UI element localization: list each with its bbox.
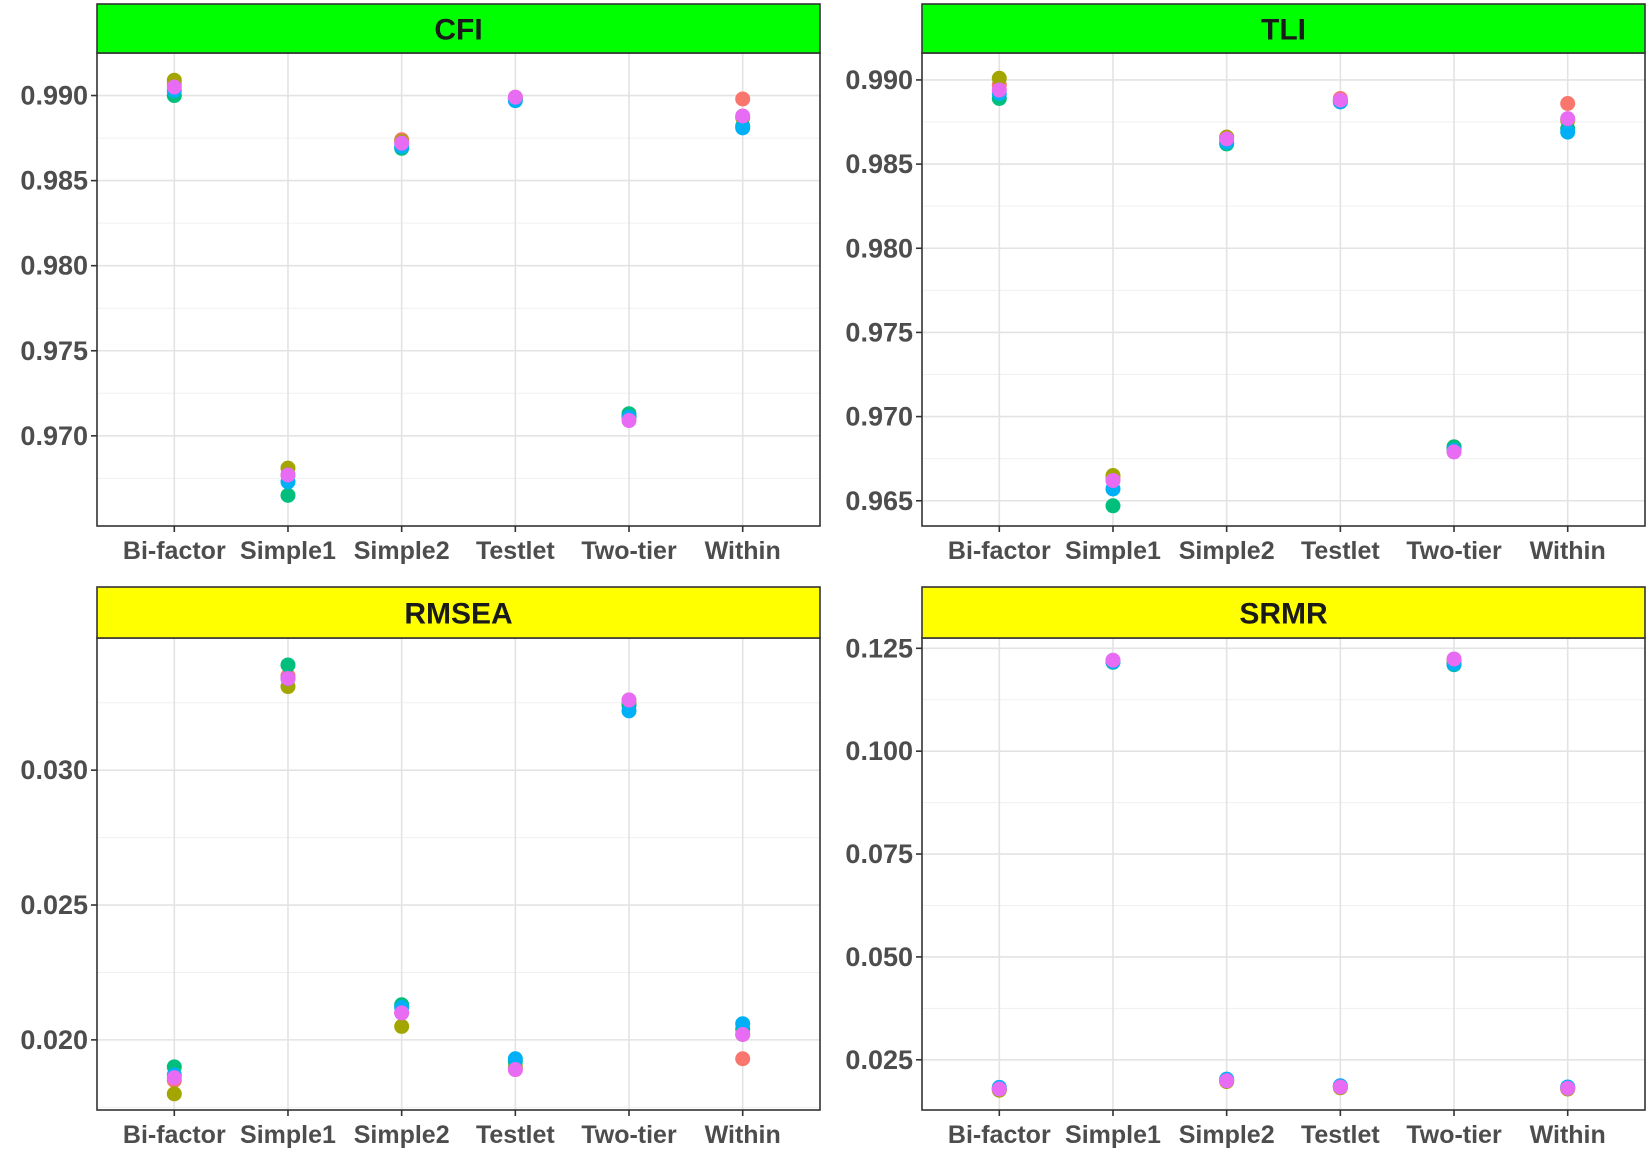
plot-area <box>97 638 820 1110</box>
x-tick-label: Bi-factor <box>123 1121 226 1149</box>
data-point <box>735 120 751 136</box>
y-tick-label: 0.970 <box>845 402 913 432</box>
x-tick-label: Simple1 <box>240 1121 336 1149</box>
data-point <box>735 108 751 124</box>
panel-srmr: SRMR 0.025 0.050 0.075 0.100 0.125 Bi-factor Si… <box>845 586 1646 1149</box>
facet-strip <box>921 3 1646 54</box>
data-point <box>1560 1080 1576 1096</box>
facet-title: RMSEA <box>404 598 512 631</box>
x-tick-label: Testlet <box>1301 537 1380 565</box>
y-tick-label: 0.980 <box>20 251 88 281</box>
y-tick-label: 0.975 <box>20 336 88 366</box>
facet-title: SRMR <box>1239 598 1328 631</box>
data-point <box>280 467 296 483</box>
x-tick-label: Bi-factor <box>948 1121 1051 1149</box>
data-point <box>166 79 182 95</box>
data-point <box>621 703 637 719</box>
facet-strip <box>921 586 1646 639</box>
data-point <box>1219 1073 1235 1089</box>
data-point <box>507 1062 523 1078</box>
data-point <box>1105 473 1121 489</box>
data-point <box>1560 111 1576 127</box>
data-point <box>991 82 1007 98</box>
facet-strip <box>96 586 821 639</box>
facet-title: TLI <box>1261 14 1306 47</box>
data-point <box>621 692 637 708</box>
y-tick-label: 0.025 <box>845 1045 913 1075</box>
panel-rmsea: RMSEA 0.020 0.025 0.030 Bi-factor Simple1 Simp… <box>20 586 821 1149</box>
y-tick-label: 0.965 <box>845 486 913 516</box>
plot-area <box>922 53 1645 526</box>
x-tick-label: Bi-factor <box>948 537 1051 565</box>
data-point <box>507 89 523 105</box>
data-point <box>1219 131 1235 147</box>
y-tick-label: 0.050 <box>845 942 913 972</box>
x-tick-label: Simple1 <box>1065 537 1161 565</box>
data-point <box>1446 444 1462 460</box>
x-tick-label: Simple1 <box>1065 1121 1161 1149</box>
x-tick-label: Testlet <box>1301 1121 1380 1149</box>
x-tick-label: Simple2 <box>1179 1121 1275 1149</box>
facet-title: CFI <box>434 14 482 47</box>
data-point <box>1332 1079 1348 1095</box>
data-point <box>735 1016 751 1032</box>
y-tick-label: 0.025 <box>20 890 88 920</box>
data-point <box>394 1018 410 1034</box>
x-tick-label: Within <box>1530 1121 1606 1149</box>
x-tick-label: Simple2 <box>354 537 450 565</box>
x-tick-label: Two-tier <box>1406 537 1502 565</box>
y-tick-label: 0.980 <box>845 233 913 263</box>
x-tick-label: Simple1 <box>240 537 336 565</box>
y-tick-label: 0.125 <box>845 633 913 663</box>
data-point <box>621 413 637 429</box>
data-point <box>1105 498 1121 514</box>
y-tick-label: 0.100 <box>845 736 913 766</box>
plot-area <box>97 53 820 526</box>
data-point <box>166 1086 182 1102</box>
y-tick-label: 0.985 <box>845 149 913 179</box>
x-tick-label: Testlet <box>476 537 555 565</box>
data-point <box>991 70 1007 86</box>
x-tick-label: Bi-factor <box>123 537 226 565</box>
data-point <box>280 657 296 673</box>
plot-area <box>922 638 1645 1110</box>
facet-strip <box>96 3 821 54</box>
data-point <box>1560 95 1576 111</box>
panel-cfi: CFI 0.970 0.975 0.980 0.985 0.990 Bi-factor Sim… <box>20 3 821 565</box>
y-tick-label: 0.020 <box>20 1025 88 1055</box>
y-tick-label: 0.075 <box>845 839 913 869</box>
data-point <box>735 91 751 107</box>
x-tick-label: Within <box>1530 537 1606 565</box>
data-point <box>1332 92 1348 108</box>
data-point <box>735 1026 751 1042</box>
data-point <box>1560 124 1576 140</box>
y-tick-label: 0.030 <box>20 755 88 785</box>
y-tick-label: 0.990 <box>845 65 913 95</box>
data-point <box>507 1051 523 1067</box>
x-tick-label: Two-tier <box>581 537 677 565</box>
data-point <box>1105 652 1121 668</box>
y-tick-label: 0.975 <box>845 317 913 347</box>
y-tick-label: 0.970 <box>20 421 88 451</box>
x-tick-label: Simple2 <box>354 1121 450 1149</box>
data-point <box>1446 651 1462 667</box>
data-point <box>735 1051 751 1067</box>
x-tick-label: Within <box>705 1121 781 1149</box>
data-point <box>280 670 296 686</box>
data-point <box>991 1081 1007 1097</box>
x-tick-label: Two-tier <box>1406 1121 1502 1149</box>
data-point <box>394 1005 410 1021</box>
y-tick-label: 0.985 <box>20 166 88 196</box>
x-tick-label: Testlet <box>476 1121 555 1149</box>
y-tick-label: 0.990 <box>20 81 88 111</box>
data-point <box>394 135 410 151</box>
x-tick-label: Within <box>705 537 781 565</box>
data-point <box>166 1070 182 1086</box>
x-tick-label: Two-tier <box>581 1121 677 1149</box>
panel-tli: TLI 0.965 0.970 0.975 0.980 0.985 0.990 Bi-fact… <box>845 3 1646 565</box>
x-tick-label: Simple2 <box>1179 537 1275 565</box>
data-point <box>280 487 296 503</box>
